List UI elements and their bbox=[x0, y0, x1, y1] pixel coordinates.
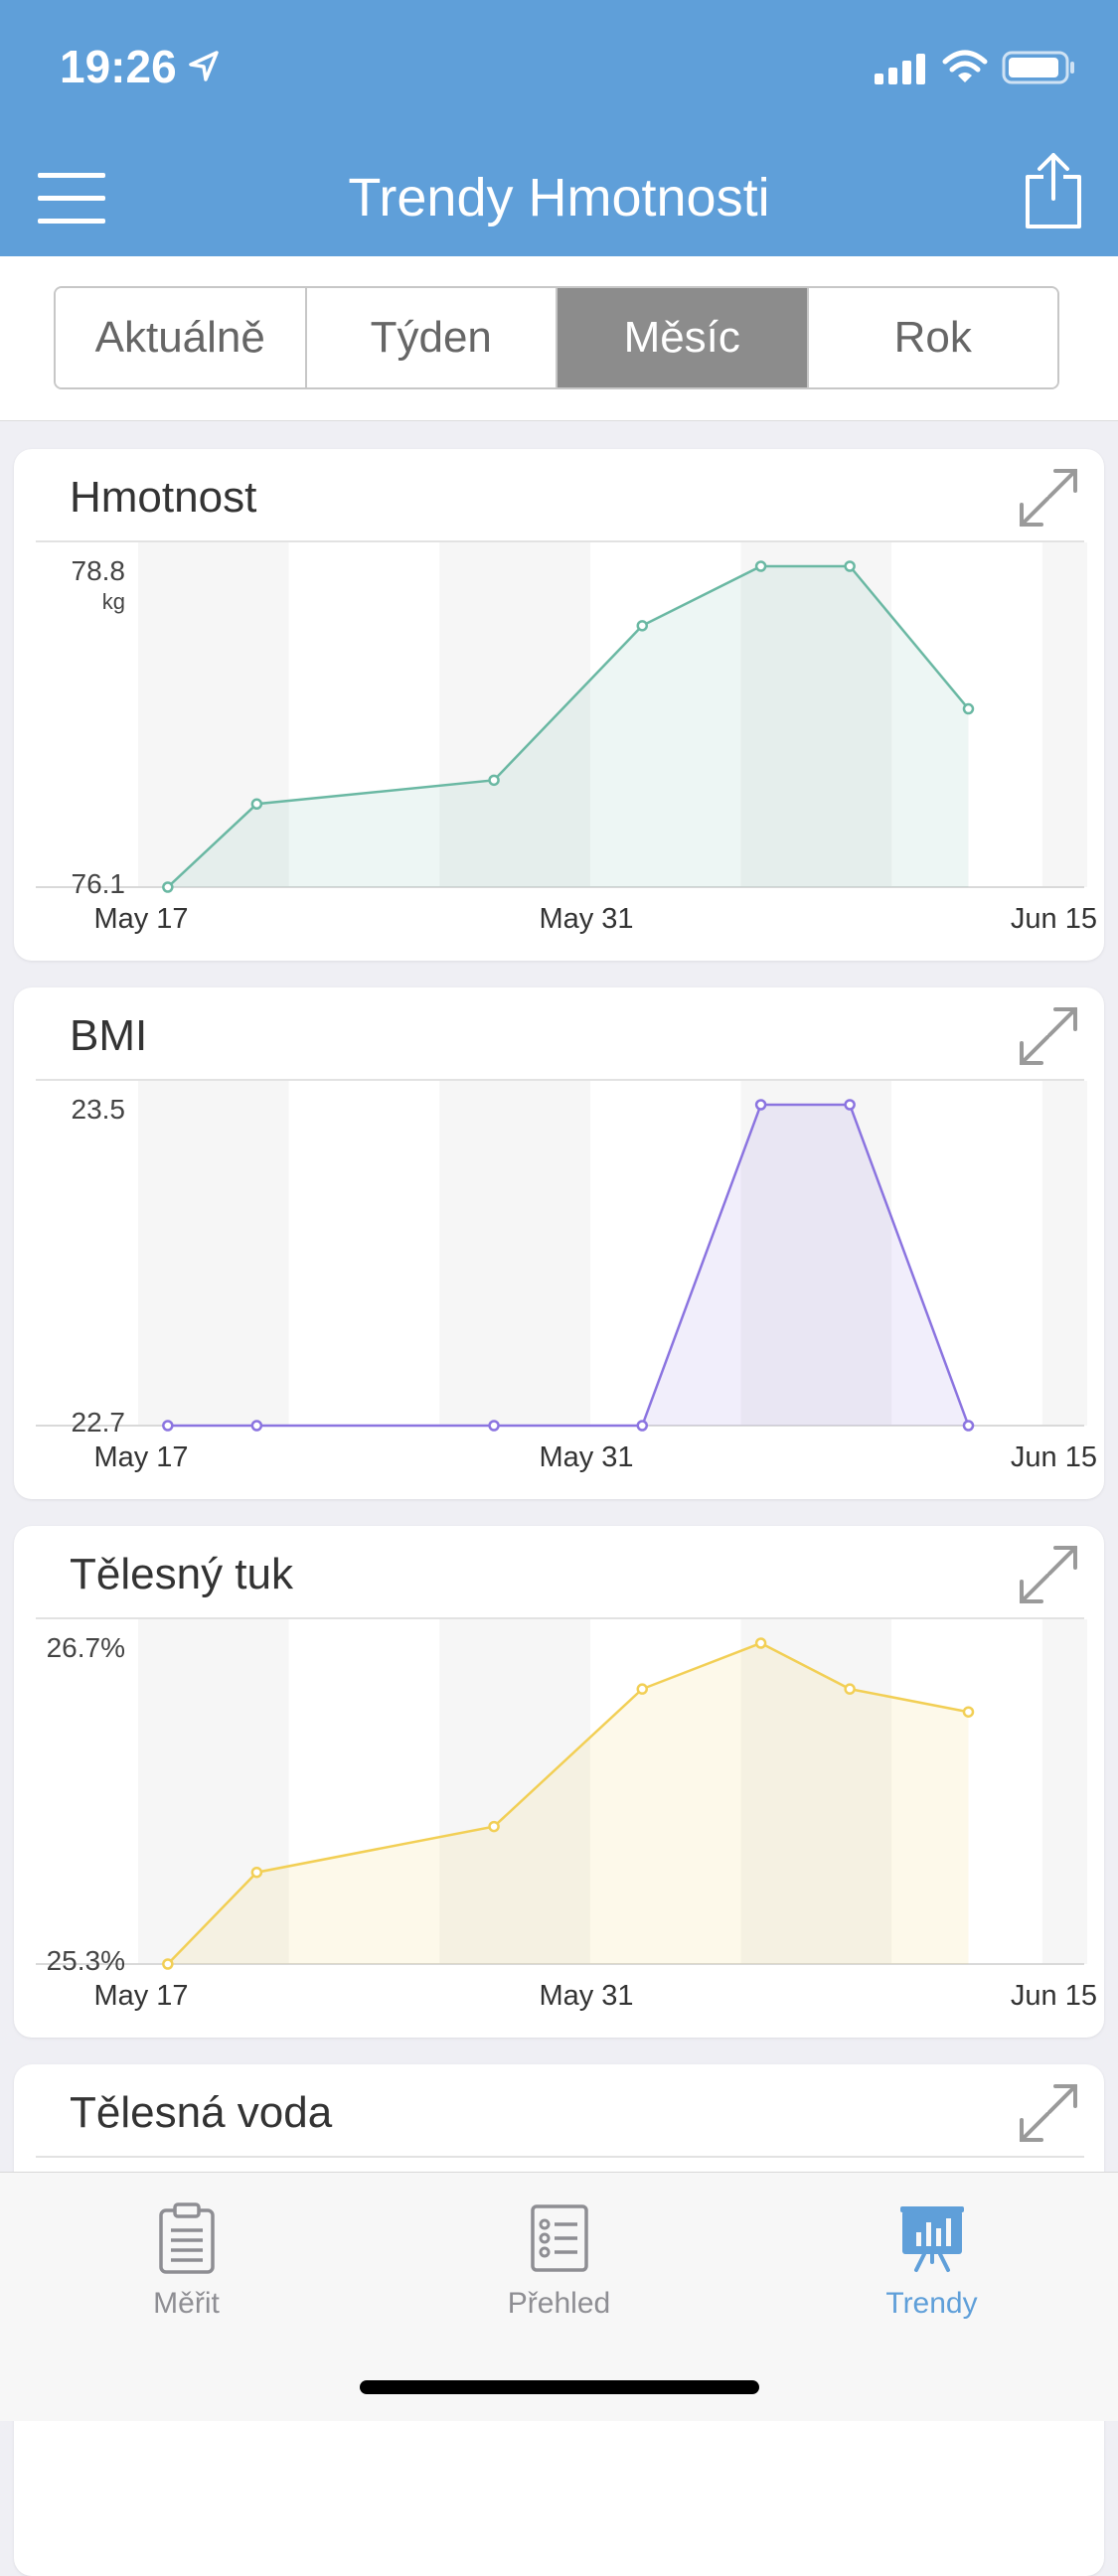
data-point bbox=[754, 1099, 767, 1111]
card-divider bbox=[36, 1617, 1084, 1619]
app-header: 19:26 Trendy Hmotnosti bbox=[0, 0, 1118, 256]
y-min-label: 25.3% bbox=[47, 1945, 125, 1976]
data-point bbox=[844, 1099, 856, 1111]
x-tick-label: May 31 bbox=[539, 903, 633, 935]
data-point bbox=[636, 1683, 649, 1695]
x-tick-label: Jun 15 bbox=[1011, 1441, 1097, 1473]
chart-band bbox=[740, 1081, 892, 1426]
card-title: Tělesný tuk bbox=[70, 1550, 293, 1598]
segment-month[interactable]: Měsíc bbox=[558, 288, 809, 387]
chart-band bbox=[439, 1619, 590, 1964]
series-area bbox=[167, 1105, 969, 1426]
series-area bbox=[167, 1643, 969, 1964]
data-point bbox=[962, 702, 975, 715]
x-tick-label: Jun 15 bbox=[1011, 1980, 1097, 2012]
data-point bbox=[844, 560, 856, 572]
card-title: Tělesná voda bbox=[70, 2088, 333, 2137]
chart-band bbox=[740, 1619, 892, 1964]
card-divider bbox=[36, 1079, 1084, 1081]
tab-label: Měřit bbox=[153, 2287, 220, 2320]
tab-trends[interactable]: Trendy bbox=[745, 2202, 1118, 2321]
series-area bbox=[167, 566, 969, 887]
data-point bbox=[488, 774, 500, 787]
y-max-label: 78.8 bbox=[72, 555, 126, 586]
weight-chart: 78.8 kg 76.1 May 17 May 31 Jun 15 bbox=[36, 542, 1097, 935]
trends-icon bbox=[899, 2206, 964, 2272]
x-tick-label: May 17 bbox=[93, 903, 188, 935]
y-min-label: 22.7 bbox=[72, 1407, 126, 1438]
x-tick-label: May 31 bbox=[539, 1980, 633, 2012]
data-point bbox=[162, 1958, 174, 1970]
card-title: BMI bbox=[70, 1011, 148, 1060]
status-time: 19:26 bbox=[60, 41, 177, 92]
battery-icon bbox=[1002, 51, 1074, 84]
card-divider bbox=[36, 540, 1084, 542]
expand-icon[interactable] bbox=[1016, 1003, 1081, 1069]
tab-measure[interactable]: Měřit bbox=[0, 2202, 373, 2321]
clipboard-icon bbox=[158, 2202, 215, 2274]
share-icon[interactable] bbox=[1024, 151, 1083, 230]
chart-band bbox=[138, 1619, 289, 1964]
card-divider bbox=[36, 2156, 1084, 2158]
menu-icon[interactable] bbox=[38, 173, 107, 225]
card-title: Hmotnost bbox=[70, 473, 257, 522]
tab-bar: Měřit Přehled Trendy bbox=[0, 2172, 1118, 2421]
segment-week[interactable]: Týden bbox=[306, 288, 558, 387]
segment-year[interactable]: Rok bbox=[808, 288, 1057, 387]
y-max-label: 23.5 bbox=[72, 1094, 126, 1125]
expand-icon[interactable] bbox=[1016, 1542, 1081, 1607]
tab-label: Přehled bbox=[507, 2287, 611, 2320]
chart-band bbox=[1041, 1619, 1087, 1964]
chart-band bbox=[138, 542, 289, 887]
x-tick-label: Jun 15 bbox=[1011, 903, 1097, 935]
body-fat-chart: 26.7% 25.3% May 17 May 31 Jun 15 bbox=[36, 1619, 1097, 2012]
chart-band bbox=[1041, 1081, 1087, 1426]
expand-icon[interactable] bbox=[1016, 465, 1081, 530]
y-min-label: 76.1 bbox=[72, 868, 126, 899]
expand-icon[interactable] bbox=[1016, 2080, 1081, 2146]
tab-overview[interactable]: Přehled bbox=[373, 2202, 745, 2321]
x-tick-label: May 31 bbox=[539, 1441, 633, 1473]
body-fat-card[interactable]: Tělesný tuk 26.7% 25.3% May 17 May 31 Jun 15 bbox=[14, 1526, 1104, 2038]
chart-band bbox=[740, 542, 892, 887]
period-selector-bar: Aktuálně Týden Měsíc Rok bbox=[0, 256, 1118, 421]
page-title: Trendy Hmotnosti bbox=[348, 168, 770, 227]
data-point bbox=[488, 1820, 500, 1833]
data-point bbox=[488, 1420, 500, 1432]
chart-band bbox=[439, 542, 590, 887]
y-max-label: 26.7% bbox=[47, 1632, 125, 1663]
location-arrow-icon bbox=[189, 51, 219, 81]
bmi-card[interactable]: BMI 23.5 22.7 May 17 May 31 Jun 15 bbox=[14, 987, 1104, 1499]
list-icon bbox=[530, 2204, 588, 2272]
data-point bbox=[250, 1420, 263, 1432]
data-point bbox=[962, 1420, 975, 1432]
x-tick-label: May 17 bbox=[93, 1441, 188, 1473]
cellular-signal-icon bbox=[875, 54, 925, 84]
wifi-icon bbox=[942, 50, 988, 82]
data-point bbox=[250, 798, 263, 811]
weight-card[interactable]: Hmotnost 78.8 kg 76.1 May 17 May 31 Jun 15 bbox=[14, 449, 1104, 961]
period-segmented-control: Aktuálně Týden Měsíc Rok bbox=[54, 286, 1059, 389]
data-point bbox=[250, 1866, 263, 1879]
x-tick-label: May 17 bbox=[93, 1980, 188, 2012]
data-point bbox=[636, 620, 649, 632]
data-point bbox=[636, 1420, 649, 1432]
data-point bbox=[754, 560, 767, 572]
segment-current[interactable]: Aktuálně bbox=[56, 288, 307, 387]
data-point bbox=[162, 1420, 174, 1432]
data-point bbox=[844, 1683, 856, 1695]
home-indicator bbox=[360, 2380, 759, 2394]
y-unit-label: kg bbox=[102, 589, 125, 614]
data-point bbox=[754, 1637, 767, 1649]
tab-label: Trendy bbox=[885, 2287, 978, 2320]
chart-band bbox=[1041, 542, 1087, 887]
chart-band bbox=[138, 1081, 289, 1426]
data-point bbox=[962, 1706, 975, 1718]
chart-band bbox=[439, 1081, 590, 1426]
data-point bbox=[162, 881, 174, 893]
